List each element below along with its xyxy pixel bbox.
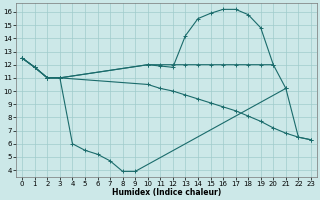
X-axis label: Humidex (Indice chaleur): Humidex (Indice chaleur) <box>112 188 221 197</box>
